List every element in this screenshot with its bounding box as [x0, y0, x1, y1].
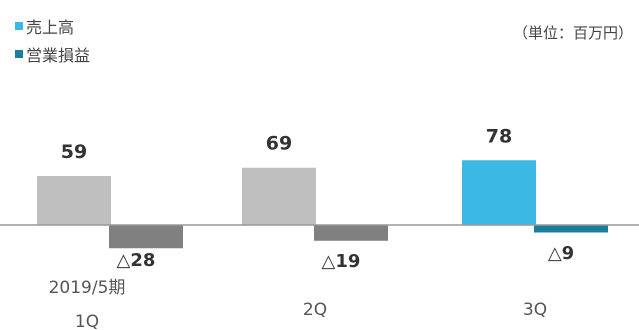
unit-label: （単位：百万円）: [512, 24, 633, 42]
legend-label-sales: 売上高: [26, 18, 75, 37]
legend-label-operating-income: 営業損益: [26, 46, 91, 65]
category-label-2: 2Q: [303, 300, 327, 320]
operating-income-bar-1: [109, 225, 183, 249]
legend-item-sales: 売上高: [15, 14, 74, 38]
legend-swatch-sales: [15, 22, 23, 30]
sales-bar-3: [462, 160, 536, 225]
category-label-1-line-1: 2019/5期: [49, 278, 126, 298]
sales-value-label-3: 78: [486, 125, 512, 147]
sales-value-label-1: 59: [61, 141, 87, 163]
operating-income-value-label-3: △9: [548, 243, 574, 264]
category-label-1-line-2: 1Q: [75, 312, 99, 330]
sales-value-label-2: 69: [266, 133, 292, 155]
category-label-3: 3Q: [523, 300, 547, 320]
operating-income-value-label-2: △19: [322, 251, 361, 272]
sales-bar-1: [37, 176, 111, 225]
operating-income-bar-2: [314, 225, 388, 241]
legend-swatch-operating-income: [15, 50, 23, 58]
sales-bar-2: [242, 167, 316, 225]
operating-income-value-label-1: △28: [117, 250, 156, 271]
legend-item-operating-income: 営業損益: [15, 42, 90, 66]
operating-income-bar-3: [534, 225, 608, 233]
